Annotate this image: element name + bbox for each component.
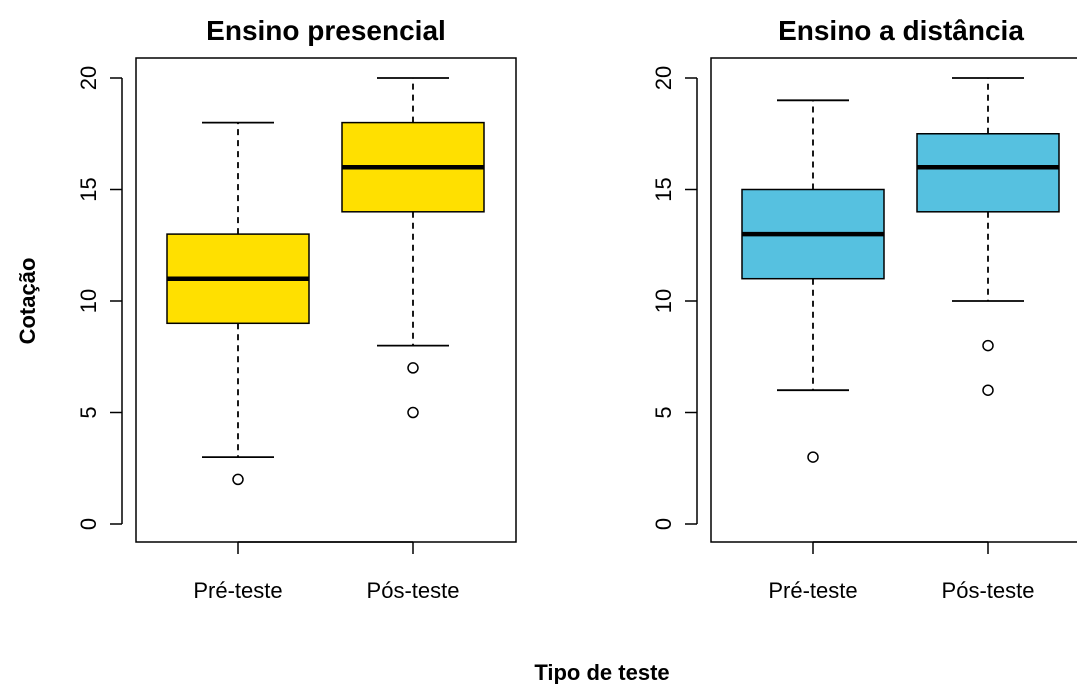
outlier-point (807, 451, 819, 463)
panel-distancia-x-axis: Pré-teste Pós-teste (768, 541, 1035, 603)
panel-distancia-y-axis: 0 5 10 15 20 (651, 66, 698, 530)
outlier-point (407, 406, 419, 419)
panel-distancia: Ensino a distância 0 5 10 15 20 Pré-teste Pós… (651, 15, 1077, 603)
outlier-point (982, 339, 994, 352)
x-tick-label: Pré-teste (768, 578, 857, 603)
y-axis-label: Cotação (15, 258, 40, 345)
y-tick-label: 20 (76, 66, 101, 90)
panel-presencial-title: Ensino presencial (206, 15, 446, 46)
outlier-point (232, 473, 244, 486)
y-tick-label: 15 (651, 177, 676, 201)
outlier-point (982, 384, 994, 396)
x-tick-label: Pós-teste (942, 578, 1035, 603)
y-tick-label: 20 (651, 66, 676, 90)
y-tick-label: 10 (76, 289, 101, 313)
panel-distancia-title: Ensino a distância (778, 15, 1024, 46)
y-tick-label: 10 (651, 289, 676, 313)
panel-presencial-boxes (166, 77, 485, 486)
panel-distancia-boxes (741, 77, 1060, 463)
panel-presencial: Ensino presencial 0 5 10 15 20 Pré-teste Pós-… (76, 15, 517, 603)
box-pre-teste (166, 121, 310, 486)
x-tick-label: Pré-teste (193, 578, 282, 603)
panel-presencial-y-axis: 0 5 10 15 20 (76, 66, 123, 530)
box-pre-teste (741, 99, 885, 463)
x-tick-label: Pós-teste (367, 578, 460, 603)
box-pos-teste (341, 77, 485, 419)
iqr-box (916, 133, 1060, 213)
y-tick-label: 15 (76, 177, 101, 201)
y-tick-label: 0 (651, 518, 676, 530)
outlier-point (407, 362, 419, 374)
panel-distancia-frame (710, 57, 1077, 543)
y-tick-label: 5 (651, 406, 676, 418)
box-pos-teste (916, 77, 1060, 396)
y-tick-label: 5 (76, 406, 101, 418)
x-axis-label: Tipo de teste (534, 660, 669, 684)
panel-presencial-x-axis: Pré-teste Pós-teste (193, 541, 460, 603)
y-tick-label: 0 (76, 518, 101, 530)
